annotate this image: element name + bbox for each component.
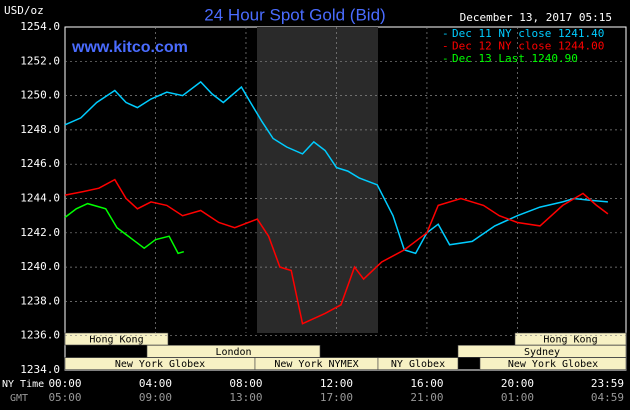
legend-marker: -: [442, 40, 449, 53]
y-tick-label: 1238.0: [20, 294, 60, 307]
legend-label: Dec 12 NY close 1244.00: [452, 40, 604, 53]
session-label: Hong Kong: [89, 335, 143, 346]
session-box: [457, 344, 627, 358]
legend-label: Dec 11 NY close 1241.40: [452, 27, 604, 40]
x-tick-label: 04:00: [139, 377, 172, 390]
x-tick-label-gmt: 21:00: [410, 391, 443, 404]
x-tick-label-gmt: 05:00: [48, 391, 81, 404]
y-tick-label: 1254.0: [20, 20, 60, 33]
chart-title: 24 Hour Spot Gold (Bid): [204, 5, 385, 24]
nymex-shade: [257, 27, 378, 333]
session-label: NY Globex: [391, 359, 445, 370]
series-line: [64, 202, 185, 255]
y-tick-label: 1250.0: [20, 89, 60, 102]
session-label: New York Globex: [115, 359, 205, 370]
timestamp: December 13, 2017 05:15: [460, 11, 612, 24]
series-line: [64, 80, 608, 255]
y-tick-label: 1240.0: [20, 260, 60, 273]
session-label: New York Globex: [508, 359, 598, 370]
x-tick-label-gmt: 01:00: [501, 391, 534, 404]
x-tick-label: 12:00: [320, 377, 353, 390]
session-label: New York NYMEX: [274, 359, 358, 370]
y-tick-label: 1246.0: [20, 157, 60, 170]
x-row-label: GMT: [10, 393, 28, 404]
x-tick-label-gmt: 04:59: [591, 391, 624, 404]
y-tick-label: 1248.0: [20, 123, 60, 136]
x-tick-label-gmt: 17:00: [320, 391, 353, 404]
legend-marker: -: [442, 52, 449, 65]
session-box: [146, 344, 321, 358]
y-tick-label: 1252.0: [20, 54, 60, 67]
session-label: London: [215, 347, 251, 358]
session-box: [479, 357, 627, 370]
legend-label: Dec 13 Last 1240.90: [452, 52, 578, 65]
session-box: [377, 357, 459, 370]
y-tick-label: 1244.0: [20, 192, 60, 205]
x-tick-label-gmt: 13:00: [229, 391, 262, 404]
y-tick-label: 1242.0: [20, 226, 60, 239]
x-tick-label: 16:00: [410, 377, 443, 390]
session-label: Hong Kong: [543, 335, 597, 346]
session-label: Sydney: [524, 347, 560, 358]
x-tick-label: 23:59: [591, 377, 624, 390]
x-tick-label-gmt: 09:00: [139, 391, 172, 404]
y-tick-label: 1234.0: [20, 363, 60, 376]
x-row-label: NY Time: [2, 379, 44, 390]
source: www.kitco.com: [71, 39, 188, 56]
x-tick-label: 00:00: [48, 377, 81, 390]
x-tick-label: 20:00: [501, 377, 534, 390]
legend-marker: -: [442, 27, 449, 40]
x-tick-label: 08:00: [229, 377, 262, 390]
series-line: [64, 178, 609, 325]
y-axis-label: USD/oz: [4, 4, 44, 17]
y-tick-label: 1236.0: [20, 329, 60, 342]
